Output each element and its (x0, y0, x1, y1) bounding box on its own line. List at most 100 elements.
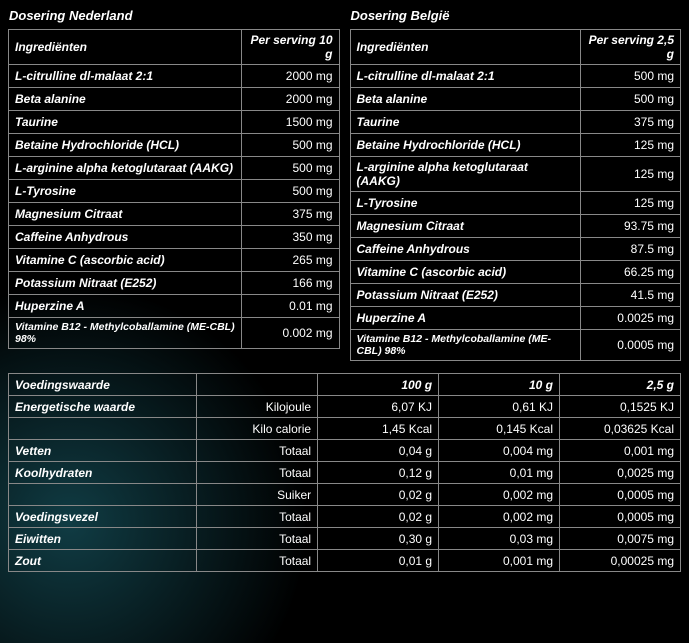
ingredient-name: Vitamine C (ascorbic acid) (9, 249, 242, 272)
nut-10g: 0,145 Kcal (439, 418, 560, 440)
ingredient-name: Huperzine A (350, 307, 581, 330)
th-ingredients: Ingrediënten (350, 30, 581, 65)
nutrition-row: Kilo calorie1,45 Kcal0,145 Kcal0,03625 K… (9, 418, 681, 440)
panel-title-be: Dosering België (350, 8, 682, 29)
table-nl: Ingrediënten Per serving 10 g L-citrulli… (8, 29, 340, 349)
table-header-row: Ingrediënten Per serving 2,5 g (350, 30, 681, 65)
ingredient-name: Potassium Nitraat (E252) (350, 284, 581, 307)
ingredient-value: 0.0025 mg (581, 307, 681, 330)
nut-label: Eiwitten (9, 528, 197, 550)
nut-unit: Totaal (197, 550, 318, 572)
panel-title-nl: Dosering Nederland (8, 8, 340, 29)
ingredient-value: 500 mg (241, 180, 339, 203)
panel-be: Dosering België Ingrediënten Per serving… (350, 8, 682, 361)
ingredient-name: Magnesium Citraat (350, 215, 581, 238)
nut-unit: Kilojoule (197, 396, 318, 418)
ingredient-name: L-arginine alpha ketoglutaraat (AAKG) (350, 157, 581, 192)
nut-2_5g: 0,1525 KJ (560, 396, 681, 418)
nut-100g: 0,01 g (318, 550, 439, 572)
ingredient-name: Beta alanine (9, 88, 242, 111)
nut-label: Vetten (9, 440, 197, 462)
ingredient-name: L-Tyrosine (9, 180, 242, 203)
nutrition-row: Energetische waardeKilojoule6,07 KJ0,61 … (9, 396, 681, 418)
table-row: L-citrulline dl-malaat 2:1500 mg (350, 65, 681, 88)
table-row: Taurine375 mg (350, 111, 681, 134)
nutrition-row: VoedingsvezelTotaal0,02 g0,002 mg0,0005 … (9, 506, 681, 528)
ingredient-value: 500 mg (241, 157, 339, 180)
ingredient-value: 375 mg (581, 111, 681, 134)
ingredient-value: 125 mg (581, 134, 681, 157)
ingredient-name: Magnesium Citraat (9, 203, 242, 226)
table-row: Huperzine A0.0025 mg (350, 307, 681, 330)
table-row: Huperzine A0.01 mg (9, 295, 340, 318)
ingredient-value: 87.5 mg (581, 238, 681, 261)
ingredient-value: 1500 mg (241, 111, 339, 134)
ingredient-name: Caffeine Anhydrous (9, 226, 242, 249)
nut-unit: Kilo calorie (197, 418, 318, 440)
th-serving: Per serving 2,5 g (581, 30, 681, 65)
table-row: L-arginine alpha ketoglutaraat (AAKG)500… (9, 157, 340, 180)
nut-th-label: Voedingswaarde (9, 374, 197, 396)
ingredient-value: 66.25 mg (581, 261, 681, 284)
nut-10g: 0,01 mg (439, 462, 560, 484)
nut-100g: 6,07 KJ (318, 396, 439, 418)
ingredient-name: L-Tyrosine (350, 192, 581, 215)
table-row: Betaine Hydrochloride (HCL)125 mg (350, 134, 681, 157)
table-row: L-Tyrosine125 mg (350, 192, 681, 215)
nut-2_5g: 0,001 mg (560, 440, 681, 462)
ingredient-value: 2000 mg (241, 88, 339, 111)
title-prefix: Dosering (351, 8, 411, 23)
nut-th-unit (197, 374, 318, 396)
ingredient-value: 0.002 mg (241, 318, 339, 349)
panel-nl: Dosering Nederland Ingrediënten Per serv… (8, 8, 340, 361)
ingredient-value: 0.01 mg (241, 295, 339, 318)
nut-2_5g: 0,0005 mg (560, 484, 681, 506)
table-row: Magnesium Citraat93.75 mg (350, 215, 681, 238)
ingredient-value: 265 mg (241, 249, 339, 272)
table-row: Caffeine Anhydrous350 mg (9, 226, 340, 249)
ingredient-value: 125 mg (581, 192, 681, 215)
nut-100g: 0,12 g (318, 462, 439, 484)
ingredient-name: Vitamine B12 - Methylcoballamine (ME-CBL… (350, 330, 581, 361)
nut-10g: 0,002 mg (439, 506, 560, 528)
nut-100g: 0,02 g (318, 484, 439, 506)
nut-label: Voedingsvezel (9, 506, 197, 528)
ingredient-value: 500 mg (241, 134, 339, 157)
table-row: L-Tyrosine500 mg (9, 180, 340, 203)
nut-unit: Totaal (197, 528, 318, 550)
table-row: Vitamine B12 - Methylcoballamine (ME-CBL… (350, 330, 681, 361)
nut-100g: 0,02 g (318, 506, 439, 528)
table-header-row: Ingrediënten Per serving 10 g (9, 30, 340, 65)
th-ingredients: Ingrediënten (9, 30, 242, 65)
ingredient-value: 0.0005 mg (581, 330, 681, 361)
ingredient-value: 2000 mg (241, 65, 339, 88)
nut-10g: 0,03 mg (439, 528, 560, 550)
ingredient-name: Beta alanine (350, 88, 581, 111)
table-row: Caffeine Anhydrous87.5 mg (350, 238, 681, 261)
nut-100g: 0,30 g (318, 528, 439, 550)
ingredient-value: 500 mg (581, 65, 681, 88)
nut-10g: 0,004 mg (439, 440, 560, 462)
ingredient-name: Taurine (350, 111, 581, 134)
nutrition-row: EiwittenTotaal0,30 g0,03 mg0,0075 mg (9, 528, 681, 550)
nutrition-header-row: Voedingswaarde 100 g 10 g 2,5 g (9, 374, 681, 396)
ingredient-name: Betaine Hydrochloride (HCL) (9, 134, 242, 157)
table-row: Vitamine C (ascorbic acid)66.25 mg (350, 261, 681, 284)
ingredient-name: L-arginine alpha ketoglutaraat (AAKG) (9, 157, 242, 180)
ingredient-value: 375 mg (241, 203, 339, 226)
main-container: Dosering Nederland Ingrediënten Per serv… (0, 0, 689, 580)
table-row: Beta alanine500 mg (350, 88, 681, 111)
table-row: Vitamine B12 - Methylcoballamine (ME-CBL… (9, 318, 340, 349)
nut-10g: 0,61 KJ (439, 396, 560, 418)
ingredient-name: Vitamine C (ascorbic acid) (350, 261, 581, 284)
nut-unit: Totaal (197, 506, 318, 528)
nut-10g: 0,002 mg (439, 484, 560, 506)
table-row: Taurine1500 mg (9, 111, 340, 134)
table-row: Magnesium Citraat375 mg (9, 203, 340, 226)
table-row: Beta alanine2000 mg (9, 88, 340, 111)
nutrition-row: KoolhydratenTotaal0,12 g0,01 mg0,0025 mg (9, 462, 681, 484)
table-row: Potassium Nitraat (E252)41.5 mg (350, 284, 681, 307)
nut-label: Energetische waarde (9, 396, 197, 418)
ingredient-value: 41.5 mg (581, 284, 681, 307)
nut-2_5g: 0,0005 mg (560, 506, 681, 528)
